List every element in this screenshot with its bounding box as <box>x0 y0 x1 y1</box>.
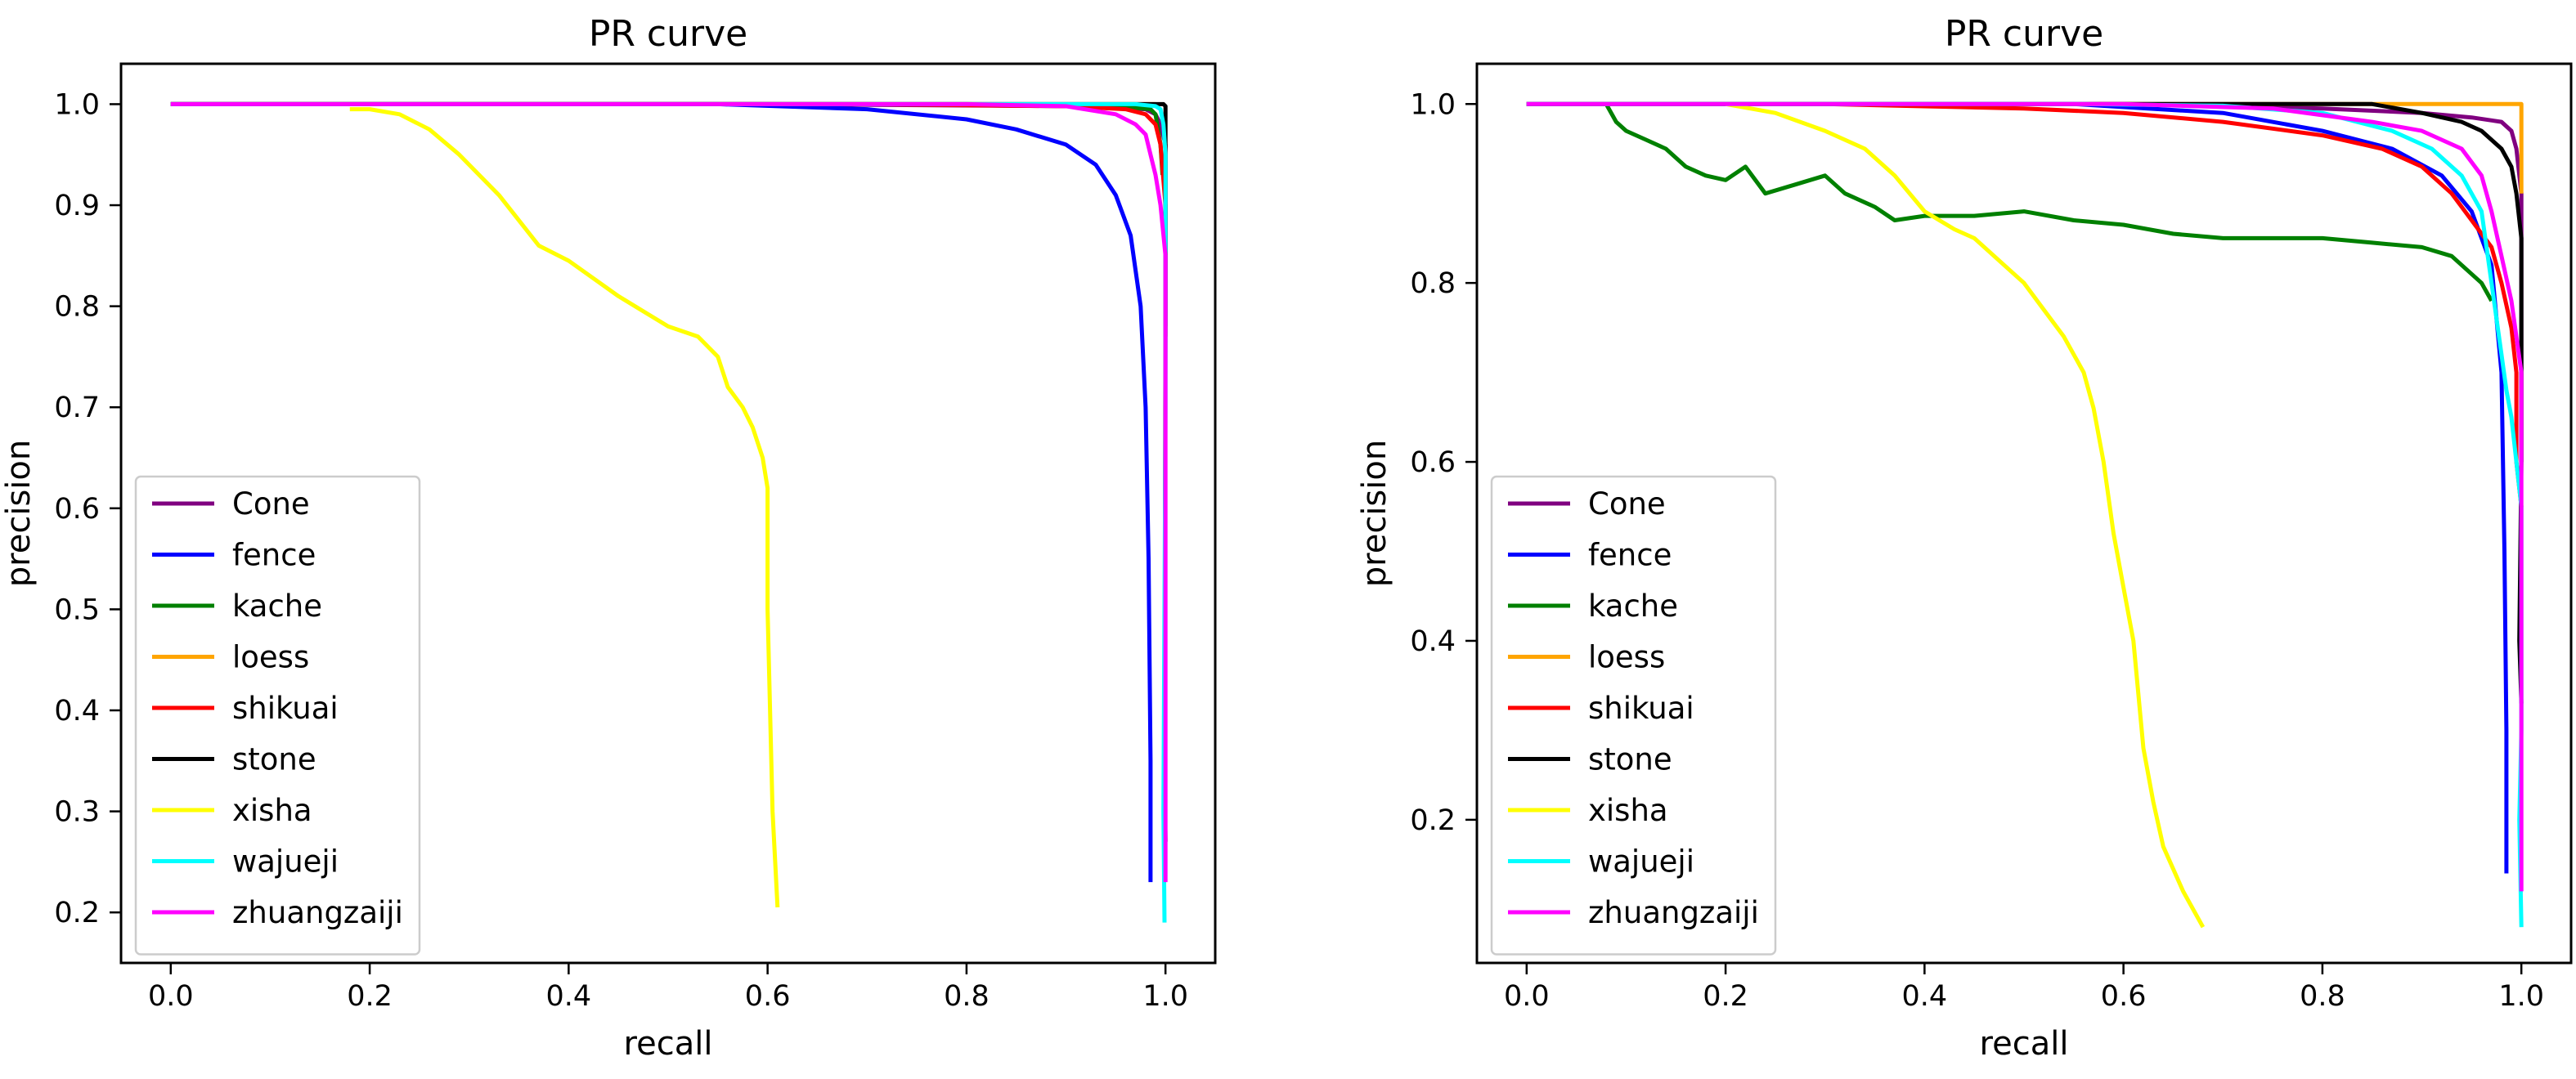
series-line-xisha <box>1725 101 2206 929</box>
y-tick-label: 0.6 <box>1410 446 1456 479</box>
x-tick-label: 1.0 <box>1142 980 1188 1013</box>
series-line-zhuangzaiji <box>1526 101 2524 892</box>
legend-label: Cone <box>232 486 310 522</box>
legend-label: shikuai <box>1588 691 1694 726</box>
legend-label: loess <box>232 640 309 675</box>
series-lines <box>1526 101 2524 929</box>
legend-label: kache <box>1588 589 1678 624</box>
series-line-cone <box>170 101 1168 327</box>
x-tick-label: 0.0 <box>148 980 194 1013</box>
legend-box <box>134 475 421 956</box>
chart-title: PR curve <box>1945 13 2103 55</box>
series-line-shikuai <box>1526 101 2524 508</box>
series-line-zhuangzaiji <box>170 101 1168 883</box>
legend-label: xisha <box>232 793 312 828</box>
y-tick-label: 0.5 <box>54 593 100 626</box>
series-line-kache <box>170 101 1165 176</box>
legend-label: stone <box>232 742 316 777</box>
x-tick-label: 0.2 <box>347 980 393 1013</box>
series-line-fence <box>1526 101 2509 874</box>
series-line-shikuai <box>170 101 1168 337</box>
y-tick-label: 1.0 <box>1410 88 1456 121</box>
y-axis-label: precision <box>0 440 38 587</box>
legend-label: wajueji <box>232 844 339 880</box>
legend-label: fence <box>232 538 316 573</box>
x-tick-label: 0.8 <box>944 980 990 1013</box>
x-axis-label: recall <box>1980 1025 2069 1063</box>
y-tick-label: 0.8 <box>1410 267 1456 300</box>
chart-panel-1: PR curve 0.0 0.2 0.4 0.6 0.8 1.0 0.2 0.3 0.4 0.5 0.… <box>0 13 1217 1063</box>
chart-panel-2: PR curve 0.0 0.2 0.4 0.6 0.8 1.0 0.2 0.4 0.6 0.8 1.… <box>1356 13 2573 1063</box>
series-line-xisha <box>349 107 780 908</box>
y-tick-label: 0.8 <box>54 291 100 324</box>
legend-label: stone <box>1588 742 1672 777</box>
x-tick-label: 0.6 <box>745 980 791 1013</box>
x-tick-label: 0.8 <box>2300 980 2345 1013</box>
x-tick-label: 0.4 <box>1902 980 1948 1013</box>
legend-box <box>1490 475 1777 956</box>
plot-frame <box>1475 62 2573 965</box>
y-tick-label: 0.6 <box>54 493 100 526</box>
legend-label: zhuangzaiji <box>1588 895 1759 930</box>
x-tick-label: 0.2 <box>1703 980 1748 1013</box>
x-tick-label: 0.6 <box>2101 980 2147 1013</box>
series-lines <box>170 101 1168 923</box>
plot-frame <box>119 62 1217 965</box>
series-line-fence <box>170 101 1153 883</box>
y-tick-label: 0.4 <box>54 695 100 728</box>
legend-label: xisha <box>1588 793 1668 828</box>
series-line-loess <box>1526 101 2524 194</box>
legend-label: loess <box>1588 640 1665 675</box>
y-axis-label: precision <box>1356 440 1393 587</box>
chart-title: PR curve <box>589 13 747 55</box>
legend: Cone fence kache loess shikuai stone xisha waju… <box>1490 475 1777 956</box>
legend-label: fence <box>1588 538 1672 573</box>
legend-label: zhuangzaiji <box>232 895 403 930</box>
legend-label: shikuai <box>232 691 339 726</box>
legend: Cone fence kache loess shikuai stone xisha waju… <box>134 475 421 956</box>
y-tick-label: 0.9 <box>54 190 100 222</box>
legend-label: Cone <box>1588 486 1666 522</box>
y-tick-label: 0.4 <box>1410 625 1456 658</box>
legend-label: wajueji <box>1588 844 1694 880</box>
y-tick-label: 0.3 <box>54 796 100 829</box>
x-tick-label: 0.0 <box>1504 980 1550 1013</box>
x-axis-label: recall <box>624 1025 713 1063</box>
y-tick-label: 1.0 <box>54 88 100 121</box>
legend-label: kache <box>232 589 322 624</box>
y-tick-label: 0.2 <box>1410 804 1456 837</box>
y-tick-label: 0.2 <box>54 897 100 929</box>
y-tick-label: 0.7 <box>54 392 100 424</box>
x-tick-label: 0.4 <box>546 980 592 1013</box>
series-line-kache <box>1604 103 2493 302</box>
x-tick-label: 1.0 <box>2498 980 2544 1013</box>
